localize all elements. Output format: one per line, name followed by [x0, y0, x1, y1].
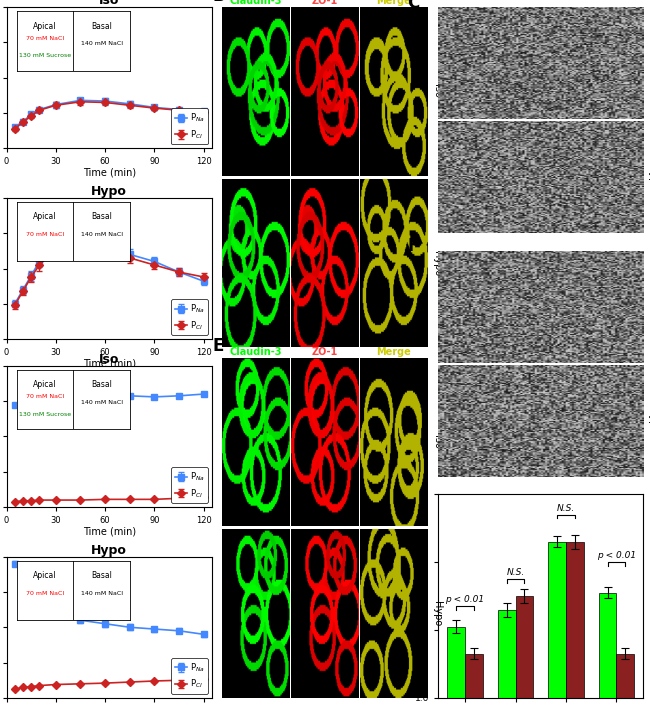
- Text: B: B: [212, 0, 225, 5]
- Bar: [447, 627, 465, 705]
- Y-axis label: Zigzag index: Zigzag index: [402, 565, 412, 627]
- Y-axis label: Hypo: Hypo: [647, 408, 650, 434]
- Text: F: F: [407, 238, 419, 255]
- Text: E: E: [212, 338, 224, 355]
- Legend: P$_{Na}$, P$_{Cl}$: P$_{Na}$, P$_{Cl}$: [172, 658, 208, 694]
- Bar: [498, 610, 515, 705]
- Bar: [616, 654, 634, 705]
- Title: Hypo: Hypo: [91, 544, 127, 557]
- Bar: [465, 654, 483, 705]
- Title: Iso: Iso: [99, 352, 120, 366]
- Legend: P$_{Na}$, P$_{Cl}$: P$_{Na}$, P$_{Cl}$: [172, 467, 208, 503]
- Text: p < 0.01: p < 0.01: [597, 551, 636, 560]
- Bar: [566, 542, 584, 705]
- Y-axis label: Iso: Iso: [647, 300, 650, 314]
- Legend: P$_{Na}$, P$_{Cl}$: P$_{Na}$, P$_{Cl}$: [172, 109, 208, 145]
- Y-axis label: Iso: Iso: [432, 85, 441, 98]
- Title: Merge: Merge: [376, 0, 411, 6]
- Title: ZO-1: ZO-1: [312, 347, 338, 357]
- Text: N.S.: N.S.: [506, 568, 525, 577]
- Bar: [515, 596, 533, 705]
- Text: C: C: [407, 0, 419, 11]
- Legend: P$_{Na}$, P$_{Cl}$: P$_{Na}$, P$_{Cl}$: [172, 299, 208, 335]
- Y-axis label: Hypo: Hypo: [647, 165, 650, 190]
- Bar: [599, 593, 616, 705]
- Text: p < 0.01: p < 0.01: [445, 595, 485, 604]
- Title: Iso: Iso: [99, 0, 120, 7]
- X-axis label: Time (min): Time (min): [83, 359, 136, 369]
- Y-axis label: Iso: Iso: [647, 56, 650, 70]
- Y-axis label: Hypo: Hypo: [432, 601, 441, 626]
- Y-axis label: Hypo: Hypo: [432, 250, 441, 276]
- Title: Merge: Merge: [376, 347, 411, 357]
- X-axis label: Time (min): Time (min): [83, 527, 136, 537]
- Text: N.S.: N.S.: [557, 503, 575, 513]
- Title: ZO-1: ZO-1: [312, 0, 338, 6]
- X-axis label: Time (min): Time (min): [83, 168, 136, 178]
- Title: Claudin-3: Claudin-3: [230, 0, 282, 6]
- Bar: [549, 542, 566, 705]
- Title: Hypo: Hypo: [91, 185, 127, 198]
- Y-axis label: Iso: Iso: [432, 435, 441, 449]
- Text: G: G: [401, 478, 415, 496]
- Title: Claudin-3: Claudin-3: [230, 347, 282, 357]
